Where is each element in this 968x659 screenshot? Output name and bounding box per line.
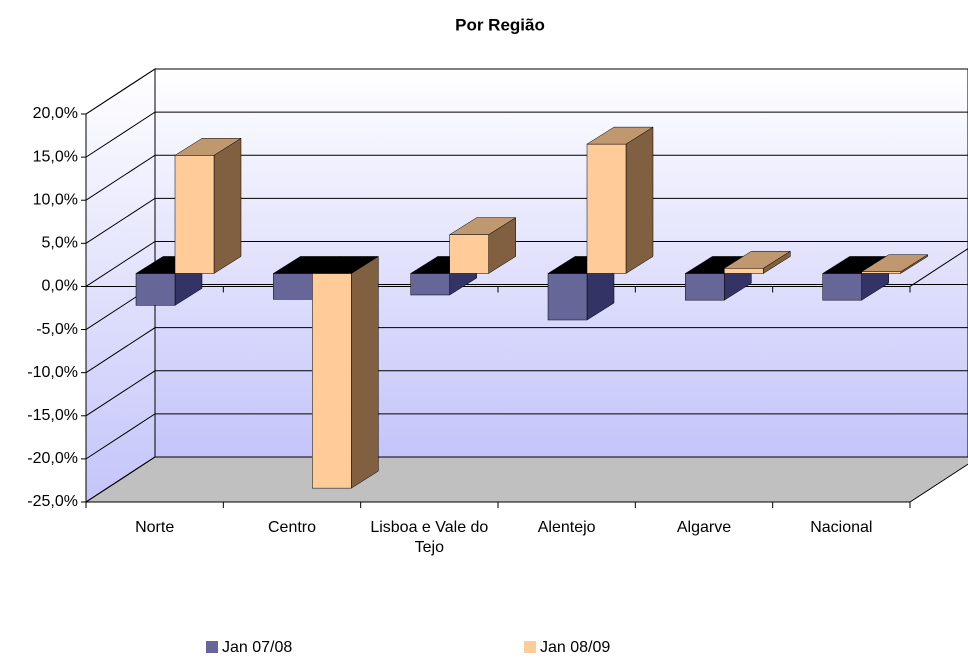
y-tick-label: 5,0%	[42, 235, 78, 252]
x-tick-label: Norte	[135, 519, 175, 536]
bar	[586, 143, 627, 274]
grid-line	[85, 111, 968, 158]
y-tick-label: -20,0%	[27, 450, 78, 467]
bar-top	[311, 256, 380, 274]
grid-line	[85, 240, 968, 287]
bar-top	[448, 217, 517, 235]
y-tick-label: 10,0%	[33, 191, 78, 208]
bar	[410, 273, 450, 296]
bar	[685, 273, 725, 301]
bar-top	[586, 126, 654, 145]
x-tick-label: Lisboa e Vale do Tejo	[370, 519, 489, 556]
bar-top	[723, 251, 792, 269]
y-tick-label: -10,0%	[27, 364, 78, 381]
grid-line	[85, 197, 968, 244]
grid-line	[85, 68, 968, 115]
bar	[273, 273, 313, 300]
legend-swatch	[206, 641, 218, 653]
bar	[449, 234, 489, 274]
grid-line	[85, 413, 968, 460]
bar-side	[625, 126, 654, 274]
y-tick-label: -25,0%	[27, 493, 78, 510]
grid-line	[85, 327, 968, 374]
grid-line	[85, 456, 968, 503]
floor	[84, 456, 968, 503]
y-tick-label: 15,0%	[33, 148, 78, 165]
bar-top	[174, 138, 242, 156]
legend-label: Jan 08/09	[540, 639, 610, 656]
bar	[861, 271, 901, 274]
x-tick-label: Nacional	[810, 519, 873, 536]
y-tick-label: 20,0%	[33, 105, 78, 122]
y-tick-label: -5,0%	[36, 321, 78, 338]
chart-title: Por Região	[455, 15, 545, 34]
grid-line	[85, 370, 968, 417]
y-tick-label: -15,0%	[27, 407, 78, 424]
bar-top	[860, 254, 929, 272]
y-tick-label: 0,0%	[42, 278, 78, 295]
bar-side	[213, 137, 242, 274]
bar	[547, 273, 588, 321]
bar	[724, 268, 764, 274]
bar	[822, 273, 862, 301]
bar	[312, 273, 352, 489]
grid-line	[85, 154, 968, 201]
x-tick-label: Algarve	[676, 519, 732, 536]
bar	[135, 273, 176, 306]
legend-label: Jan 07/08	[222, 639, 292, 656]
bar-side	[351, 255, 379, 489]
x-tick-label: Centro	[267, 519, 317, 536]
bar	[174, 155, 215, 274]
x-tick-label: Alentejo	[537, 519, 596, 536]
legend-swatch	[524, 641, 536, 653]
